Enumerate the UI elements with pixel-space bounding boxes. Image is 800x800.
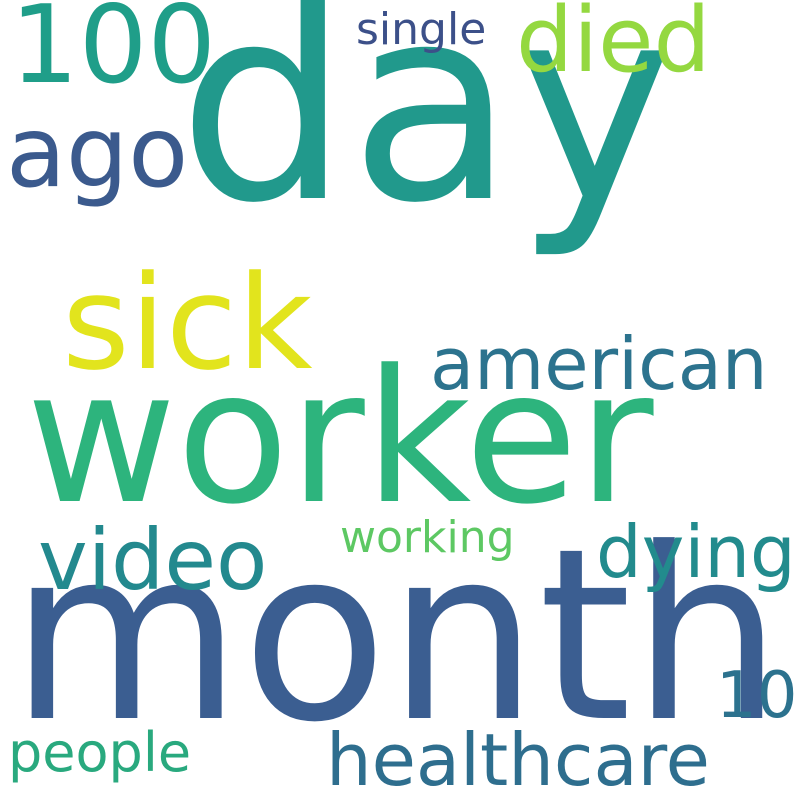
word-american: american: [430, 322, 768, 406]
word-month: month: [10, 498, 783, 775]
word-day: day: [178, 0, 675, 262]
word-100: 100: [10, 0, 217, 108]
word-died: died: [516, 0, 711, 93]
word-healthcare: healthcare: [326, 718, 710, 800]
word-worker: worker: [26, 331, 654, 545]
word-ago: ago: [6, 96, 189, 210]
word-single: single: [356, 4, 487, 55]
word-10: 10: [716, 659, 798, 733]
word-video: video: [38, 511, 268, 609]
word-people: people: [8, 721, 192, 784]
word-sick: sick: [62, 247, 313, 399]
word-dying: dying: [596, 510, 796, 594]
word-working: working: [340, 512, 515, 563]
